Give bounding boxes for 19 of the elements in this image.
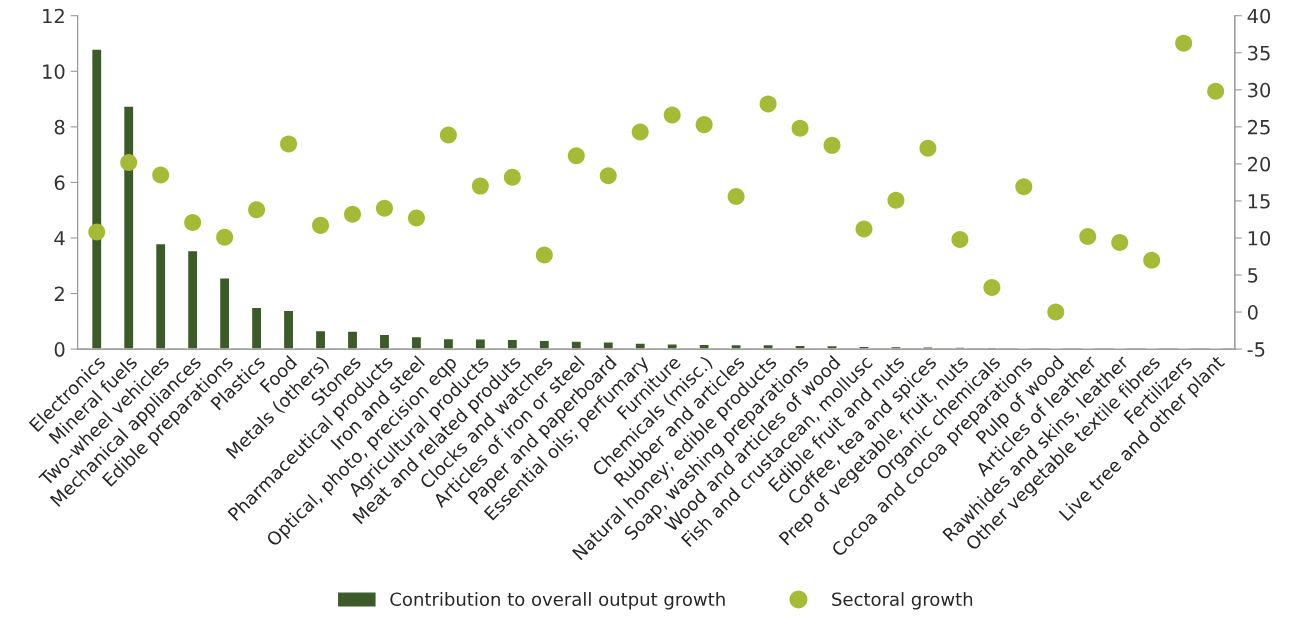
y-tick-label: 12 bbox=[43, 8, 64, 24]
y-tick-label: 8 bbox=[54, 119, 65, 135]
y2-tick-label: -5 bbox=[1247, 342, 1265, 357]
y-tick-label: 2 bbox=[54, 286, 64, 301]
y2-tick-label: 10 bbox=[1248, 230, 1271, 246]
y2-tick-label: 30 bbox=[1248, 82, 1271, 98]
y-tick-label: 0 bbox=[54, 342, 65, 357]
y-tick-label: 6 bbox=[54, 175, 65, 191]
y-tick-label: 10 bbox=[43, 64, 65, 79]
legend-label: Sectoral growth bbox=[832, 592, 973, 610]
y2-tick-label: 35 bbox=[1248, 45, 1270, 61]
y2-tick-label: 5 bbox=[1248, 268, 1258, 283]
y2-tick-label: 20 bbox=[1248, 156, 1271, 172]
y2-tick-label: 25 bbox=[1248, 119, 1270, 135]
y2-tick-label: 15 bbox=[1248, 194, 1270, 209]
legend-label: Contribution to overall output growth bbox=[390, 592, 725, 610]
y-tick-label: 4 bbox=[54, 231, 65, 246]
y2-tick-label: 0 bbox=[1247, 305, 1258, 320]
y2-tick-label: 40 bbox=[1247, 8, 1271, 24]
